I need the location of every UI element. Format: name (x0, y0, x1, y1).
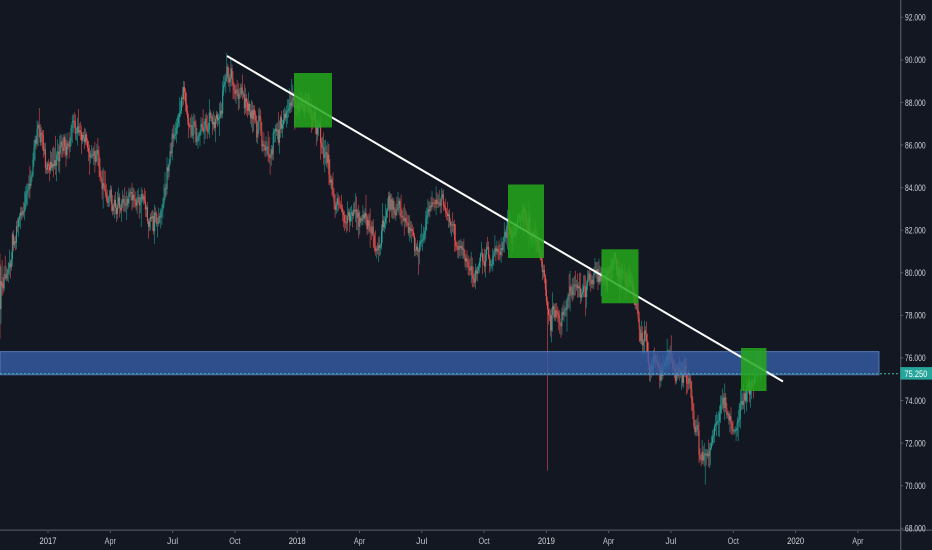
svg-text:Apr: Apr (354, 536, 365, 546)
svg-text:2020: 2020 (787, 536, 804, 546)
svg-text:Jul: Jul (167, 536, 178, 546)
svg-text:Jul: Jul (416, 536, 427, 546)
svg-text:Oct: Oct (229, 536, 241, 546)
svg-text:2018: 2018 (289, 536, 306, 546)
svg-text:2019: 2019 (538, 536, 555, 546)
svg-text:84.000: 84.000 (905, 183, 926, 193)
svg-text:70.000: 70.000 (905, 481, 926, 491)
svg-text:78.000: 78.000 (905, 311, 926, 321)
svg-text:68.000: 68.000 (905, 524, 926, 534)
svg-text:Apr: Apr (603, 536, 614, 546)
svg-text:88.000: 88.000 (905, 98, 926, 108)
svg-text:Oct: Oct (478, 536, 490, 546)
svg-text:86.000: 86.000 (905, 140, 926, 150)
svg-text:80.000: 80.000 (905, 268, 926, 278)
svg-text:Apr: Apr (105, 536, 116, 546)
svg-text:92.000: 92.000 (905, 13, 926, 23)
svg-text:74.000: 74.000 (905, 396, 926, 406)
svg-text:2017: 2017 (40, 536, 57, 546)
svg-text:76.000: 76.000 (905, 353, 926, 363)
svg-text:82.000: 82.000 (905, 226, 926, 236)
svg-text:Apr: Apr (852, 536, 863, 546)
svg-text:Oct: Oct (728, 536, 740, 546)
svg-text:Jul: Jul (665, 536, 676, 546)
svg-text:72.000: 72.000 (905, 438, 926, 448)
svg-text:90.000: 90.000 (905, 55, 926, 65)
svg-text:75.250: 75.250 (905, 369, 928, 379)
